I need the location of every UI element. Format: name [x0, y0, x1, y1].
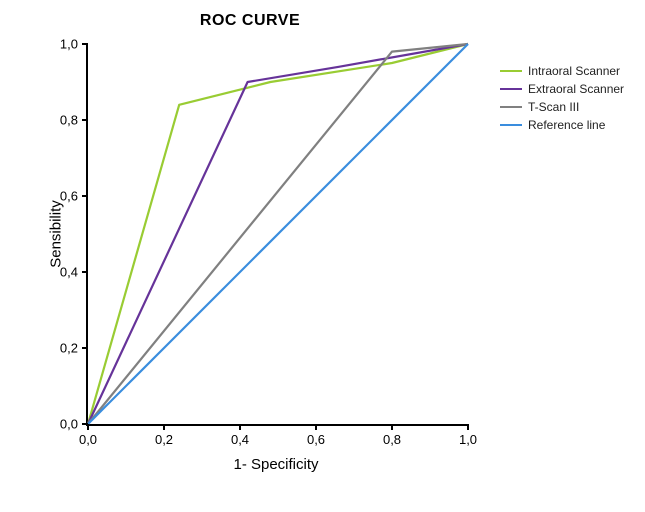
y-tick-label: 0,6	[60, 189, 78, 204]
x-tick	[163, 424, 165, 430]
y-tick-label: 0,8	[60, 113, 78, 128]
legend-swatch	[500, 124, 522, 126]
legend-swatch	[500, 70, 522, 72]
legend-label: Extraoral Scanner	[528, 82, 624, 96]
x-tick-label: 0,4	[231, 432, 249, 447]
x-tick-label: 0,2	[155, 432, 173, 447]
x-tick	[391, 424, 393, 430]
x-tick-label: 0,0	[79, 432, 97, 447]
y-tick-label: 0,2	[60, 341, 78, 356]
series-line	[88, 44, 468, 424]
x-tick	[315, 424, 317, 430]
legend-label: T-Scan III	[528, 100, 579, 114]
legend-item: Extraoral Scanner	[500, 82, 624, 96]
legend-label: Intraoral Scanner	[528, 64, 620, 78]
legend-item: Reference line	[500, 118, 624, 132]
y-tick	[82, 195, 88, 197]
legend-item: T-Scan III	[500, 100, 624, 114]
y-axis-title: Sensibility	[47, 200, 64, 268]
x-tick-label: 1,0	[459, 432, 477, 447]
x-tick	[467, 424, 469, 430]
x-tick-label: 0,8	[383, 432, 401, 447]
legend-swatch	[500, 88, 522, 90]
chart-container: ROC CURVE Sensibility 1- Specificity 0,0…	[0, 0, 645, 512]
legend-item: Intraoral Scanner	[500, 64, 624, 78]
y-tick	[82, 271, 88, 273]
y-tick	[82, 43, 88, 45]
legend-swatch	[500, 106, 522, 108]
y-tick-label: 1,0	[60, 37, 78, 52]
x-tick-label: 0,6	[307, 432, 325, 447]
y-tick-label: 0,0	[60, 417, 78, 432]
legend: Intraoral Scanner Extraoral Scanner T-Scan…	[500, 64, 624, 136]
x-tick	[239, 424, 241, 430]
chart-title: ROC CURVE	[0, 12, 500, 30]
legend-label: Reference line	[528, 118, 605, 132]
y-tick	[82, 347, 88, 349]
plot-area: 0,00,20,40,60,81,00,00,20,40,60,81,0	[86, 44, 468, 426]
y-tick	[82, 119, 88, 121]
x-axis-title: 1- Specificity	[86, 456, 466, 473]
y-tick-label: 0,4	[60, 265, 78, 280]
y-tick	[82, 423, 88, 425]
line-layer	[88, 44, 468, 424]
